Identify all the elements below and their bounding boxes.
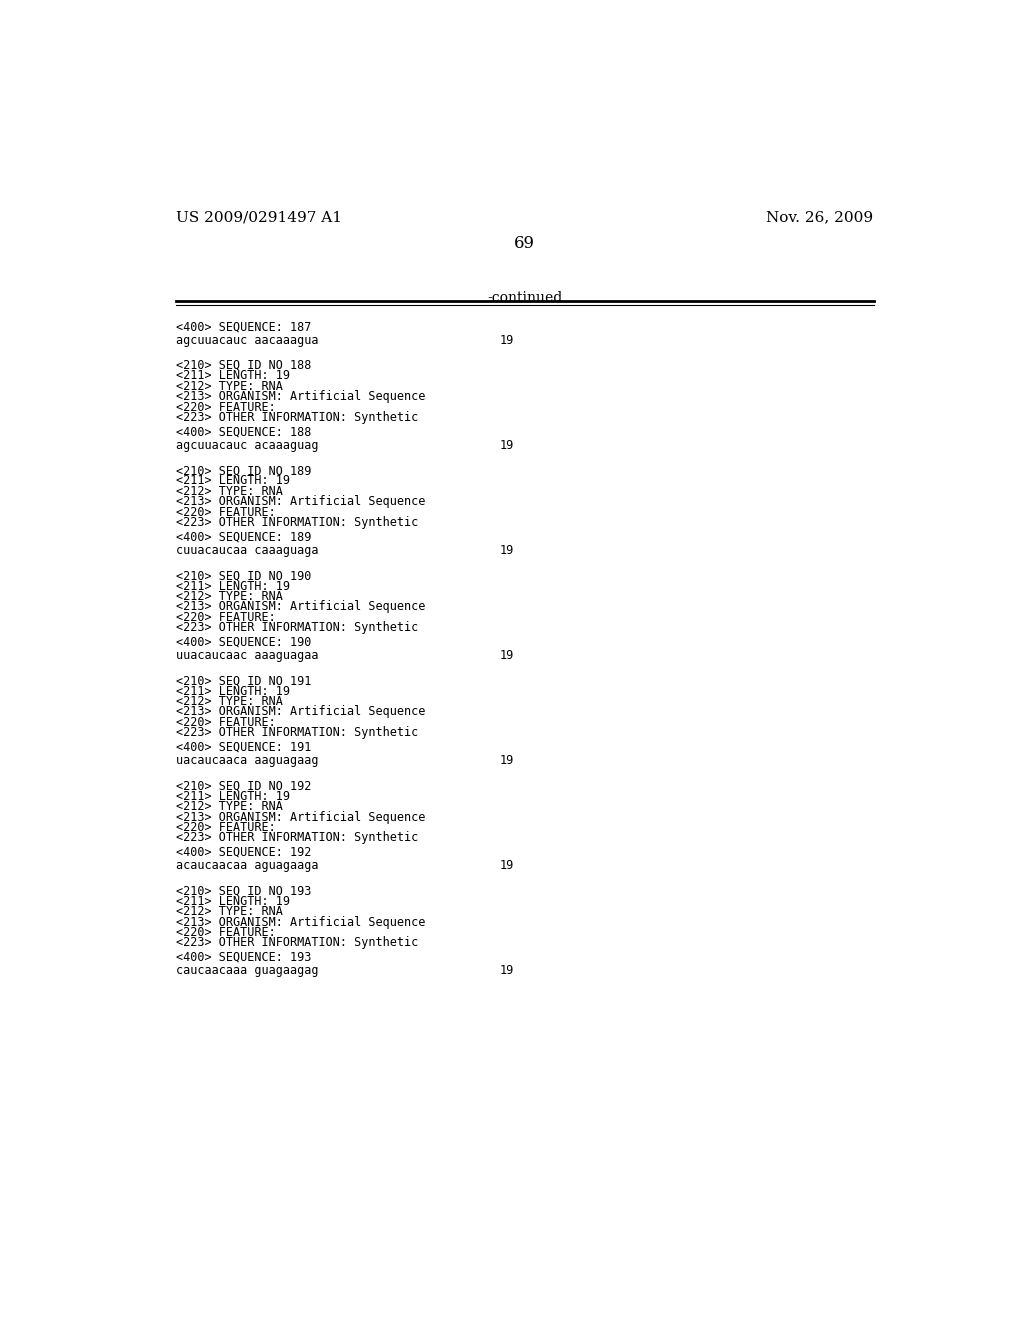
Text: <400> SEQUENCE: 192: <400> SEQUENCE: 192 — [176, 846, 311, 858]
Text: uacaucaaca aaguagaag: uacaucaaca aaguagaag — [176, 754, 318, 767]
Text: <210> SEQ ID NO 193: <210> SEQ ID NO 193 — [176, 884, 311, 898]
Text: 19: 19 — [500, 964, 514, 977]
Text: <400> SEQUENCE: 190: <400> SEQUENCE: 190 — [176, 635, 311, 648]
Text: <210> SEQ ID NO 188: <210> SEQ ID NO 188 — [176, 359, 311, 372]
Text: <211> LENGTH: 19: <211> LENGTH: 19 — [176, 579, 290, 593]
Text: <223> OTHER INFORMATION: Synthetic: <223> OTHER INFORMATION: Synthetic — [176, 726, 418, 739]
Text: <220> FEATURE:: <220> FEATURE: — [176, 821, 275, 834]
Text: <213> ORGANISM: Artificial Sequence: <213> ORGANISM: Artificial Sequence — [176, 391, 425, 403]
Text: cuuacaucaa caaaguaga: cuuacaucaa caaaguaga — [176, 544, 318, 557]
Text: <213> ORGANISM: Artificial Sequence: <213> ORGANISM: Artificial Sequence — [176, 705, 425, 718]
Text: <213> ORGANISM: Artificial Sequence: <213> ORGANISM: Artificial Sequence — [176, 916, 425, 929]
Text: <213> ORGANISM: Artificial Sequence: <213> ORGANISM: Artificial Sequence — [176, 601, 425, 614]
Text: agcuuacauc aacaaagua: agcuuacauc aacaaagua — [176, 334, 318, 347]
Text: <220> FEATURE:: <220> FEATURE: — [176, 927, 275, 939]
Text: -continued: -continued — [487, 290, 562, 305]
Text: uuacaucaac aaaguagaa: uuacaucaac aaaguagaa — [176, 649, 318, 661]
Text: 19: 19 — [500, 334, 514, 347]
Text: <220> FEATURE:: <220> FEATURE: — [176, 715, 275, 729]
Text: <211> LENGTH: 19: <211> LENGTH: 19 — [176, 789, 290, 803]
Text: 19: 19 — [500, 649, 514, 661]
Text: caucaacaaa guagaagag: caucaacaaa guagaagag — [176, 964, 318, 977]
Text: agcuuacauc acaaaguag: agcuuacauc acaaaguag — [176, 438, 318, 451]
Text: <223> OTHER INFORMATION: Synthetic: <223> OTHER INFORMATION: Synthetic — [176, 622, 418, 634]
Text: <400> SEQUENCE: 189: <400> SEQUENCE: 189 — [176, 531, 311, 544]
Text: 19: 19 — [500, 438, 514, 451]
Text: <213> ORGANISM: Artificial Sequence: <213> ORGANISM: Artificial Sequence — [176, 495, 425, 508]
Text: <212> TYPE: RNA: <212> TYPE: RNA — [176, 906, 283, 919]
Text: <210> SEQ ID NO 189: <210> SEQ ID NO 189 — [176, 465, 311, 477]
Text: <220> FEATURE:: <220> FEATURE: — [176, 506, 275, 519]
Text: <220> FEATURE:: <220> FEATURE: — [176, 611, 275, 624]
Text: <400> SEQUENCE: 193: <400> SEQUENCE: 193 — [176, 950, 311, 964]
Text: 19: 19 — [500, 859, 514, 873]
Text: <223> OTHER INFORMATION: Synthetic: <223> OTHER INFORMATION: Synthetic — [176, 516, 418, 529]
Text: <210> SEQ ID NO 190: <210> SEQ ID NO 190 — [176, 569, 311, 582]
Text: <400> SEQUENCE: 188: <400> SEQUENCE: 188 — [176, 425, 311, 438]
Text: <213> ORGANISM: Artificial Sequence: <213> ORGANISM: Artificial Sequence — [176, 810, 425, 824]
Text: <211> LENGTH: 19: <211> LENGTH: 19 — [176, 685, 290, 698]
Text: <211> LENGTH: 19: <211> LENGTH: 19 — [176, 474, 290, 487]
Text: <212> TYPE: RNA: <212> TYPE: RNA — [176, 590, 283, 603]
Text: <400> SEQUENCE: 187: <400> SEQUENCE: 187 — [176, 321, 311, 333]
Text: <223> OTHER INFORMATION: Synthetic: <223> OTHER INFORMATION: Synthetic — [176, 936, 418, 949]
Text: <220> FEATURE:: <220> FEATURE: — [176, 400, 275, 413]
Text: <400> SEQUENCE: 191: <400> SEQUENCE: 191 — [176, 741, 311, 754]
Text: <212> TYPE: RNA: <212> TYPE: RNA — [176, 800, 283, 813]
Text: 69: 69 — [514, 235, 536, 252]
Text: <210> SEQ ID NO 191: <210> SEQ ID NO 191 — [176, 675, 311, 688]
Text: 19: 19 — [500, 544, 514, 557]
Text: US 2009/0291497 A1: US 2009/0291497 A1 — [176, 211, 342, 224]
Text: Nov. 26, 2009: Nov. 26, 2009 — [766, 211, 873, 224]
Text: <212> TYPE: RNA: <212> TYPE: RNA — [176, 380, 283, 393]
Text: <212> TYPE: RNA: <212> TYPE: RNA — [176, 696, 283, 708]
Text: 19: 19 — [500, 754, 514, 767]
Text: <223> OTHER INFORMATION: Synthetic: <223> OTHER INFORMATION: Synthetic — [176, 411, 418, 424]
Text: <211> LENGTH: 19: <211> LENGTH: 19 — [176, 370, 290, 383]
Text: <212> TYPE: RNA: <212> TYPE: RNA — [176, 484, 283, 498]
Text: acaucaacaa aguagaaga: acaucaacaa aguagaaga — [176, 859, 318, 873]
Text: <211> LENGTH: 19: <211> LENGTH: 19 — [176, 895, 290, 908]
Text: <223> OTHER INFORMATION: Synthetic: <223> OTHER INFORMATION: Synthetic — [176, 832, 418, 845]
Text: <210> SEQ ID NO 192: <210> SEQ ID NO 192 — [176, 779, 311, 792]
